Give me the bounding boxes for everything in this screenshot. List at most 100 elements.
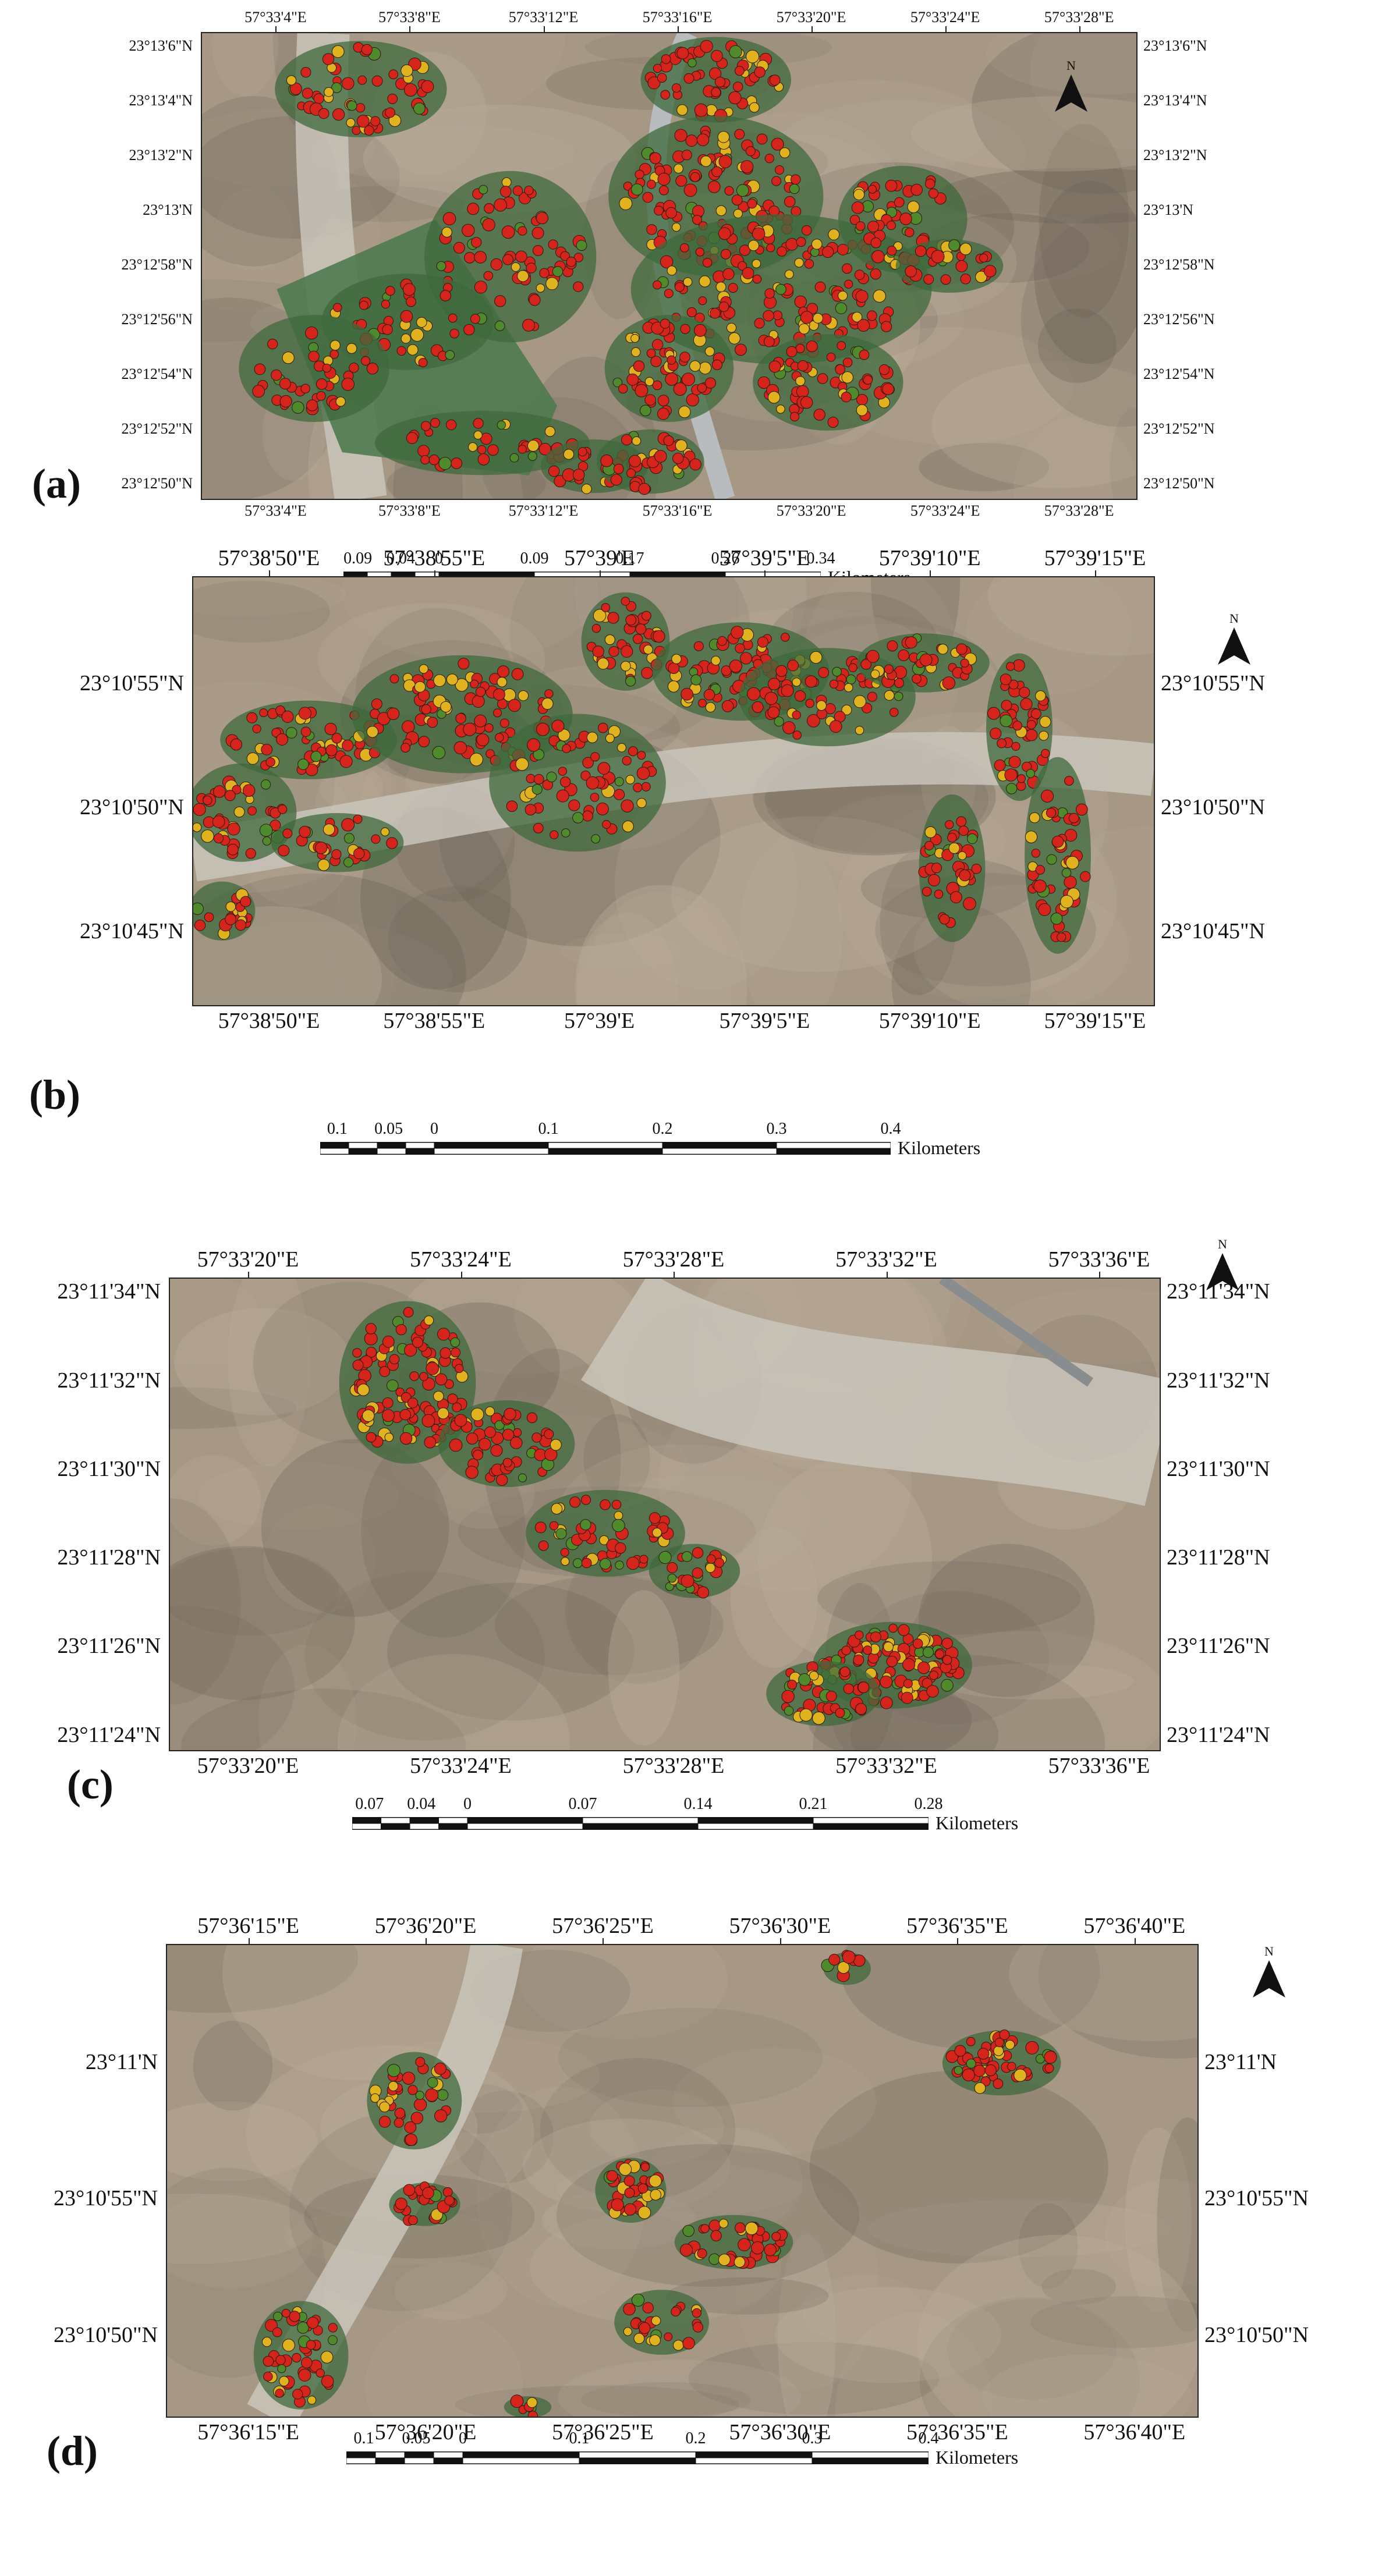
date-palm-tree-marker — [275, 705, 286, 715]
date-palm-tree-marker — [949, 891, 962, 904]
date-palm-tree-marker — [794, 295, 807, 308]
date-palm-tree-marker — [686, 307, 697, 318]
date-palm-tree-marker — [560, 251, 570, 261]
date-palm-tree-marker — [907, 200, 920, 214]
terrain-patch — [646, 2127, 803, 2236]
date-palm-tree-marker — [640, 2162, 650, 2171]
date-palm-tree-marker — [623, 2302, 636, 2316]
date-palm-tree-marker — [517, 270, 529, 282]
terrain-patch — [387, 1582, 635, 1720]
date-palm-tree-marker — [926, 1685, 939, 1698]
date-palm-tree-marker — [424, 1315, 434, 1326]
date-palm-tree-marker — [866, 650, 880, 663]
terrain-patch — [261, 1439, 449, 1617]
date-palm-tree-marker — [415, 2057, 426, 2067]
terrain-patch — [739, 839, 843, 1005]
date-palm-tree-marker — [1035, 865, 1046, 875]
date-palm-tree-marker — [380, 827, 389, 836]
date-palm-tree-marker — [568, 799, 580, 811]
date-palm-tree-marker — [396, 346, 406, 356]
date-palm-tree-marker — [681, 372, 695, 386]
terrain-patch — [935, 168, 1136, 224]
latitude-label-left: 23°10'55"N — [54, 2186, 158, 2211]
date-palm-tree-marker — [331, 733, 342, 744]
date-palm-tree-marker — [673, 2340, 684, 2351]
date-palm-tree-marker — [652, 380, 662, 391]
map-imagery — [167, 1945, 1197, 2417]
date-palm-tree-marker — [440, 290, 451, 301]
date-palm-tree-marker — [1080, 871, 1091, 882]
date-palm-tree-marker — [882, 383, 894, 395]
scale-tick-label: 0.26 — [711, 549, 740, 567]
scale-tick-label: 0.1 — [327, 1120, 348, 1138]
date-palm-tree-marker — [462, 223, 475, 237]
date-palm-tree-marker — [812, 1711, 825, 1725]
longitude-label-bottom: 57°39'E — [564, 1009, 635, 1033]
date-palm-tree-marker — [846, 675, 856, 684]
date-palm-tree-marker — [245, 848, 256, 859]
date-palm-tree-marker — [582, 810, 593, 822]
scale-tick-label: 0 — [463, 1795, 472, 1813]
date-palm-tree-marker — [612, 377, 622, 388]
date-palm-tree-marker — [527, 439, 540, 452]
date-palm-tree-marker — [646, 224, 657, 235]
date-palm-tree-marker — [689, 360, 701, 372]
date-palm-tree-marker — [566, 257, 576, 267]
date-palm-tree-marker — [837, 341, 846, 350]
grid-tick — [248, 1272, 249, 1278]
date-palm-tree-marker — [281, 711, 294, 723]
longitude-label-top: 57°33'20"E — [776, 9, 846, 26]
date-palm-tree-marker — [1026, 720, 1036, 730]
date-palm-tree-marker — [674, 164, 683, 174]
date-palm-tree-marker — [602, 820, 611, 829]
date-palm-tree-marker — [635, 623, 647, 635]
date-palm-tree-marker — [597, 722, 608, 733]
date-palm-tree-marker — [279, 378, 291, 390]
date-palm-tree-marker — [735, 66, 745, 76]
date-palm-tree-marker — [402, 283, 416, 296]
date-palm-tree-marker — [718, 2219, 729, 2229]
date-palm-tree-marker — [496, 1474, 508, 1486]
date-palm-tree-marker — [484, 723, 494, 733]
date-palm-tree-marker — [252, 724, 261, 733]
date-palm-tree-marker — [501, 225, 515, 239]
date-palm-tree-marker — [451, 1347, 461, 1358]
date-palm-tree-marker — [718, 2254, 731, 2266]
date-palm-tree-marker — [591, 624, 601, 633]
date-palm-tree-marker — [954, 2045, 966, 2057]
date-palm-tree-marker — [948, 239, 961, 251]
date-palm-tree-marker — [999, 2029, 1010, 2041]
longitude-label-top: 57°33'8"E — [378, 9, 441, 26]
date-palm-tree-marker — [551, 1503, 563, 1515]
date-palm-tree-marker — [449, 1438, 463, 1452]
date-palm-tree-marker — [841, 392, 852, 403]
date-palm-tree-marker — [829, 720, 842, 733]
date-palm-tree-marker — [729, 45, 742, 59]
date-palm-tree-marker — [654, 205, 664, 216]
date-palm-tree-marker — [715, 282, 727, 292]
date-palm-tree-marker — [275, 2389, 284, 2398]
date-palm-tree-marker — [699, 361, 712, 375]
date-palm-tree-marker — [246, 712, 258, 723]
date-palm-tree-marker — [487, 444, 499, 456]
date-palm-tree-marker — [963, 897, 976, 911]
longitude-label-top: 57°33'32"E — [835, 1247, 937, 1272]
date-palm-tree-marker — [880, 1675, 893, 1688]
date-palm-tree-marker — [433, 674, 447, 687]
date-palm-tree-marker — [642, 611, 651, 621]
latitude-label-left: 23°10'50"N — [80, 794, 184, 819]
date-palm-tree-marker — [331, 849, 342, 860]
date-palm-tree-marker — [403, 1307, 414, 1318]
longitude-label-top: 57°36'35"E — [906, 1914, 1008, 1938]
date-palm-tree-marker — [511, 262, 521, 272]
date-palm-tree-marker — [316, 391, 326, 401]
date-palm-tree-marker — [387, 93, 398, 104]
date-palm-tree-marker — [366, 1347, 377, 1358]
date-palm-tree-marker — [201, 829, 214, 843]
date-palm-tree-marker — [586, 776, 600, 790]
date-palm-tree-marker — [597, 762, 611, 775]
date-palm-tree-marker — [332, 303, 342, 313]
date-palm-tree-marker — [785, 238, 799, 251]
date-palm-tree-marker — [416, 317, 427, 328]
date-palm-tree-marker — [681, 688, 693, 701]
